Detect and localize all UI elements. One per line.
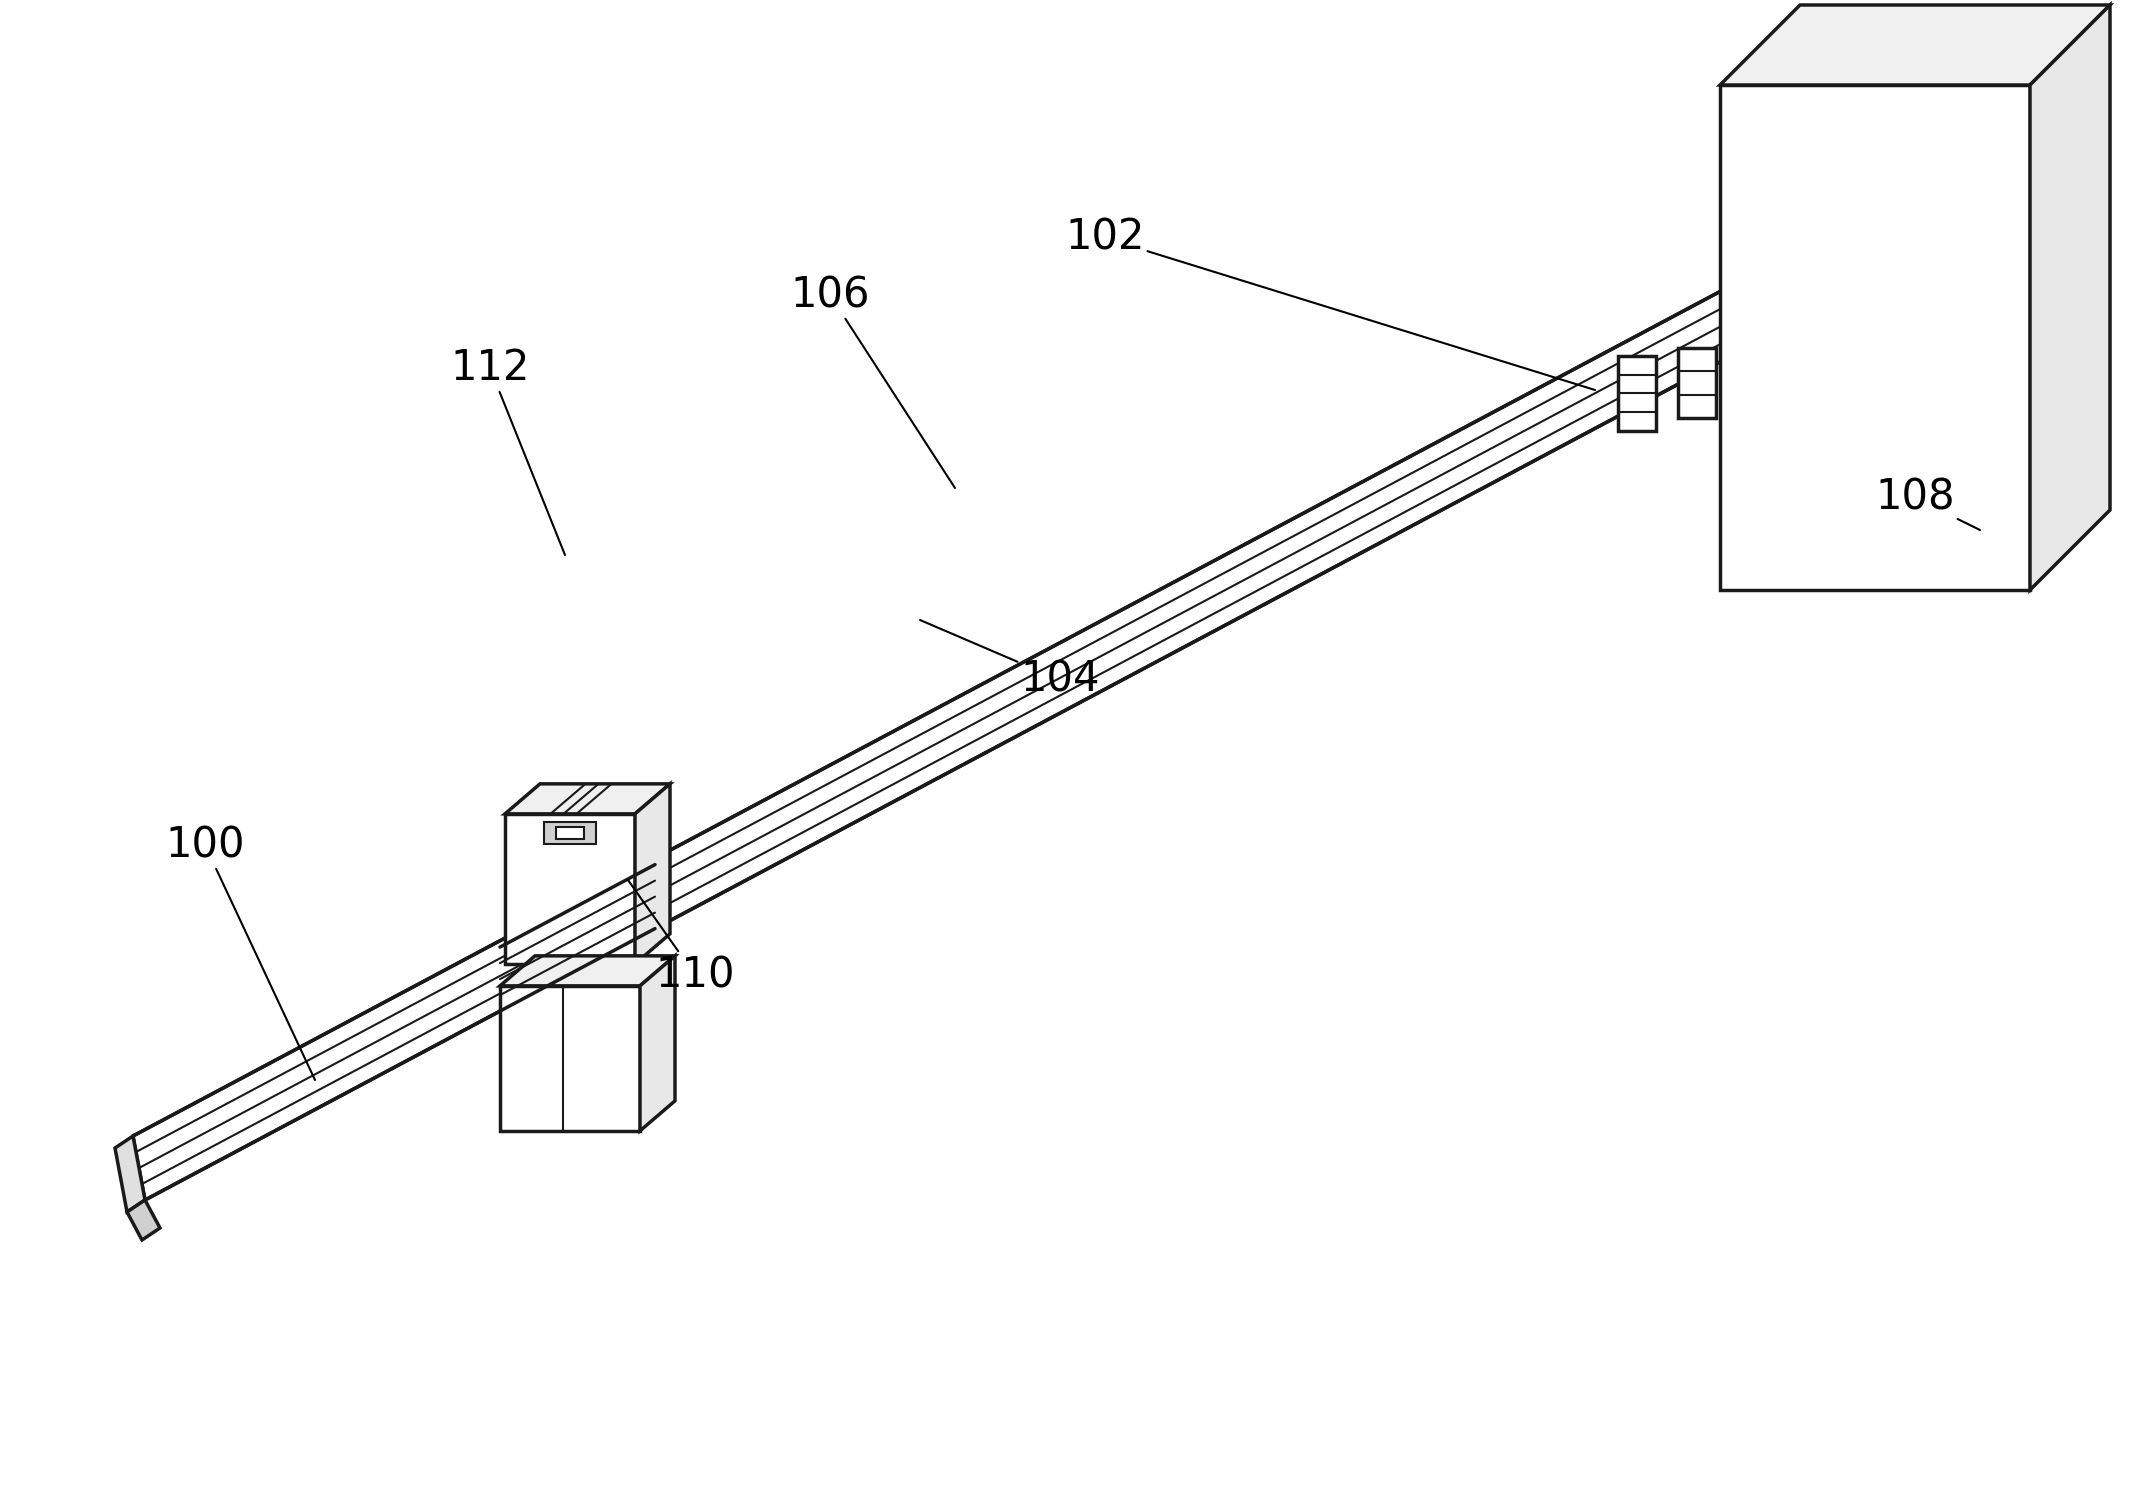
Text: 110: 110: [628, 879, 736, 996]
Polygon shape: [505, 783, 669, 813]
Text: 104: 104: [921, 620, 1099, 701]
Polygon shape: [1721, 4, 2110, 85]
Polygon shape: [114, 1135, 144, 1212]
Polygon shape: [505, 813, 635, 963]
Polygon shape: [1678, 348, 1716, 418]
Polygon shape: [544, 822, 596, 843]
Polygon shape: [635, 783, 669, 963]
Polygon shape: [133, 267, 1781, 1200]
Text: 108: 108: [1876, 476, 1981, 530]
Text: 100: 100: [166, 824, 314, 1080]
Polygon shape: [1721, 85, 2031, 590]
Text: 106: 106: [789, 274, 955, 488]
Polygon shape: [127, 1200, 159, 1240]
Polygon shape: [1618, 357, 1656, 431]
Polygon shape: [641, 956, 675, 1131]
Text: 112: 112: [450, 348, 566, 554]
Polygon shape: [2031, 4, 2110, 590]
Polygon shape: [555, 827, 585, 839]
Polygon shape: [499, 956, 675, 986]
Polygon shape: [499, 986, 641, 1131]
Text: 102: 102: [1065, 217, 1596, 389]
